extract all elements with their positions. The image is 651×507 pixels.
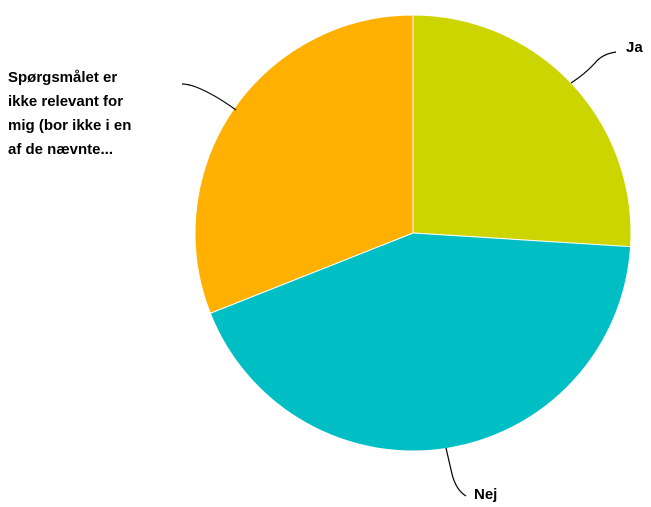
- slice-label-line: ikke relevant for: [8, 93, 123, 110]
- slice-labels: Ja Nej Spørgsmålet er ikke relevant for mig …: [8, 39, 643, 503]
- leader-line-2: [445, 447, 467, 497]
- leader-line-1: [570, 51, 617, 84]
- slice-label-line: Nej: [474, 486, 497, 503]
- slice-label-line: Spørgsmålet er: [8, 69, 117, 86]
- label-leader-lines: [181, 51, 617, 497]
- pie-slice-3: [194, 14, 414, 314]
- slice-label-2: Nej: [474, 486, 497, 503]
- slice-label-1: Ja: [626, 39, 643, 56]
- slice-label-line: Ja: [626, 39, 643, 56]
- pie-slice-1: [412, 14, 632, 248]
- pie-slice-2: [209, 232, 632, 452]
- pie-slices: [194, 14, 632, 452]
- slice-label-line: af de nævnte...: [8, 141, 113, 158]
- slice-label-3: Spørgsmålet er ikke relevant for mig (bor …: [8, 69, 131, 158]
- slice-label-line: mig (bor ikke i en: [8, 117, 131, 134]
- leader-line-3: [181, 83, 237, 111]
